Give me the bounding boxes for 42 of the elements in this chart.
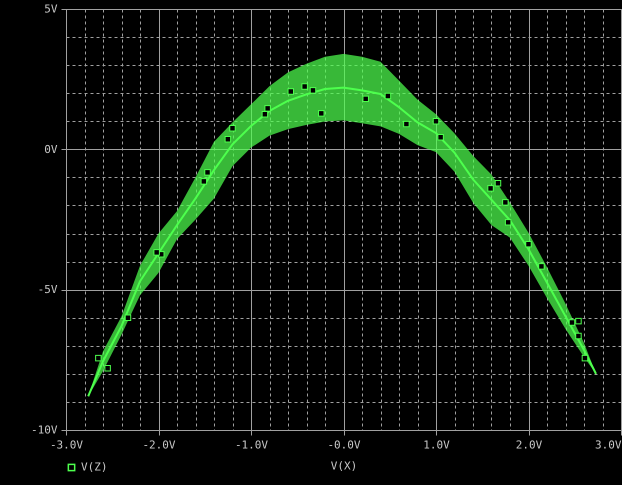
- point: [95, 354, 102, 362]
- point: [384, 92, 392, 100]
- point: [432, 118, 440, 125]
- point: [262, 111, 268, 118]
- y-tick-label: 0V: [44, 142, 58, 156]
- point: [504, 219, 512, 226]
- x-axis-title: V(X): [330, 460, 358, 472]
- point: [538, 263, 545, 270]
- point: [200, 178, 208, 185]
- point: [318, 110, 325, 117]
- point: [124, 314, 132, 321]
- point: [575, 318, 582, 324]
- point: [229, 125, 236, 132]
- y-tick-label: -5V: [38, 283, 58, 296]
- point: [310, 87, 316, 94]
- x-tick-label: 2.0V: [516, 438, 543, 452]
- point: [224, 136, 232, 142]
- point: [403, 120, 410, 128]
- x-tick-label: -0.0V: [327, 438, 361, 452]
- y-tick-label: 5V: [44, 2, 58, 16]
- x-tick-label: -2.0V: [142, 438, 176, 452]
- point: [582, 354, 588, 362]
- point: [264, 105, 271, 112]
- x-tick-label: 3.0V: [595, 438, 622, 452]
- point: [104, 365, 111, 372]
- legend-label: V(Z): [81, 460, 108, 474]
- point: [204, 169, 211, 176]
- point: [494, 180, 502, 187]
- point: [362, 96, 369, 102]
- point: [525, 240, 532, 248]
- x-tick-label: -3.0V: [50, 438, 84, 452]
- point: [575, 332, 582, 340]
- point: [301, 83, 308, 90]
- x-tick-label: 1.0V: [423, 438, 450, 452]
- point: [153, 249, 160, 256]
- point: [487, 185, 494, 192]
- x-tick-label: -1.0V: [234, 438, 268, 452]
- point: [568, 319, 576, 326]
- point: [502, 199, 509, 206]
- y-tick-label: -10V: [31, 424, 58, 436]
- point: [288, 88, 294, 95]
- point: [437, 134, 444, 141]
